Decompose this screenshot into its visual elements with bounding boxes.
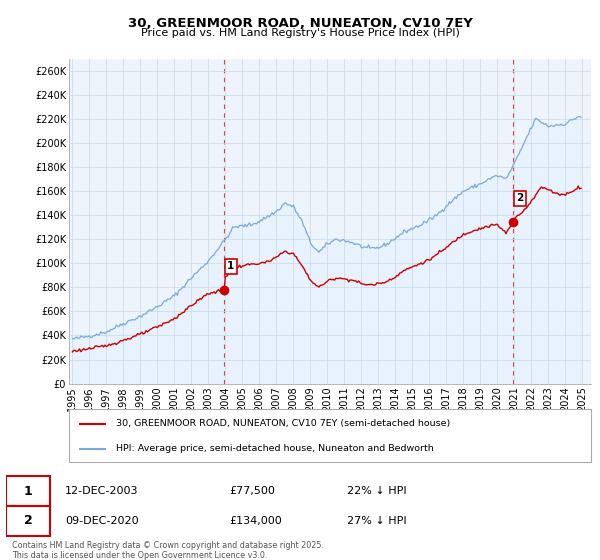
FancyBboxPatch shape: [6, 506, 50, 535]
Text: £134,000: £134,000: [229, 516, 282, 526]
Text: 2: 2: [23, 514, 32, 528]
Text: 2: 2: [517, 193, 524, 203]
Text: 09-DEC-2020: 09-DEC-2020: [65, 516, 139, 526]
FancyBboxPatch shape: [69, 409, 591, 462]
Text: 12-DEC-2003: 12-DEC-2003: [65, 486, 139, 496]
Text: 27% ↓ HPI: 27% ↓ HPI: [347, 516, 407, 526]
Text: 22% ↓ HPI: 22% ↓ HPI: [347, 486, 407, 496]
Text: HPI: Average price, semi-detached house, Nuneaton and Bedworth: HPI: Average price, semi-detached house,…: [116, 444, 434, 453]
Text: 1: 1: [227, 262, 235, 271]
Text: 1: 1: [23, 485, 32, 498]
Text: Price paid vs. HM Land Registry's House Price Index (HPI): Price paid vs. HM Land Registry's House …: [140, 28, 460, 38]
FancyBboxPatch shape: [6, 477, 50, 506]
Text: Contains HM Land Registry data © Crown copyright and database right 2025.
This d: Contains HM Land Registry data © Crown c…: [12, 540, 324, 560]
Text: £77,500: £77,500: [229, 486, 275, 496]
Text: 30, GREENMOOR ROAD, NUNEATON, CV10 7EY: 30, GREENMOOR ROAD, NUNEATON, CV10 7EY: [128, 17, 472, 30]
Text: 30, GREENMOOR ROAD, NUNEATON, CV10 7EY (semi-detached house): 30, GREENMOOR ROAD, NUNEATON, CV10 7EY (…: [116, 419, 450, 428]
